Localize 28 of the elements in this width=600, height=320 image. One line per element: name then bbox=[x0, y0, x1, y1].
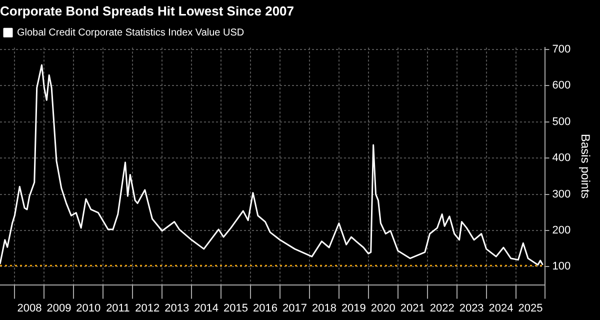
y-tick-label: 100 bbox=[552, 260, 571, 273]
legend-label: Global Credit Corporate Statistics Index Value USD bbox=[17, 27, 244, 38]
x-tick-label: 2016 bbox=[253, 302, 278, 314]
y-tick-label: 200 bbox=[552, 224, 571, 237]
y-tick-label: 300 bbox=[552, 188, 571, 200]
x-tick-label: 2015 bbox=[224, 302, 248, 314]
x-tick-label: 2010 bbox=[76, 302, 101, 314]
y-tick-label: 400 bbox=[552, 152, 571, 164]
chart-title: Corporate Bond Spreads Hit Lowest Since 2007 bbox=[0, 3, 294, 18]
x-tick-label: 2021 bbox=[400, 302, 425, 314]
x-tick-label: 2025 bbox=[518, 302, 543, 314]
x-tick-label: 2024 bbox=[488, 302, 514, 314]
x-tick-label: 2023 bbox=[459, 302, 484, 314]
x-tick-label: 2020 bbox=[370, 302, 396, 314]
x-tick-label: 2009 bbox=[46, 302, 72, 314]
x-tick-label: 2008 bbox=[17, 302, 42, 314]
y-tick-label: 700 bbox=[552, 43, 571, 56]
y-tick-label: 600 bbox=[552, 80, 571, 92]
x-tick-label: 2018 bbox=[312, 302, 336, 314]
x-tick-label: 2014 bbox=[194, 302, 219, 314]
x-tick-label: 2013 bbox=[164, 302, 190, 314]
x-tick-label: 2011 bbox=[106, 302, 130, 314]
x-tick-label: 2017 bbox=[282, 302, 307, 314]
x-tick-label: 2012 bbox=[135, 302, 160, 314]
x-tick-label: 2022 bbox=[430, 302, 454, 314]
y-tick-label: 500 bbox=[552, 116, 571, 128]
y-axis-title: Basis points bbox=[578, 134, 592, 199]
x-tick-label: 2019 bbox=[341, 302, 366, 314]
